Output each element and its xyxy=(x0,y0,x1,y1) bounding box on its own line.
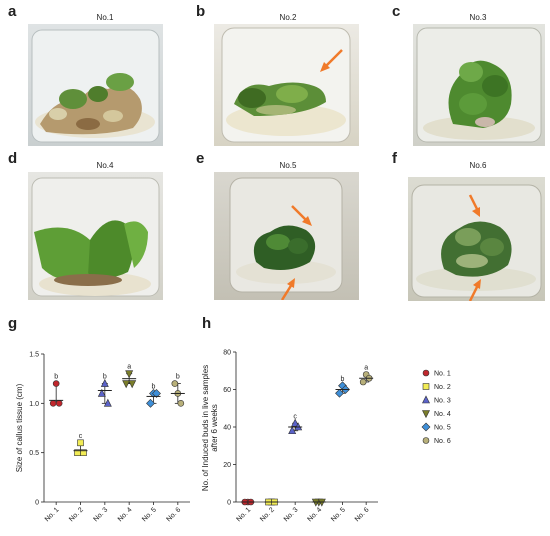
chart-g-ytick-label: 1.0 xyxy=(29,401,39,408)
photo-callus-no5 xyxy=(214,172,359,300)
chart-h-xtick-label: No. 6 xyxy=(354,506,371,523)
chart-g-significance-label: b xyxy=(176,374,180,381)
chart-g-data-point xyxy=(49,400,57,407)
chart-h-xtick-label: No. 2 xyxy=(259,506,276,523)
chart-h-ytick-label: 80 xyxy=(223,350,231,357)
chart-g-data-point xyxy=(171,380,179,387)
photo-callus-no4 xyxy=(28,172,163,300)
chart-h-ytick-label: 20 xyxy=(223,462,231,469)
legend-marker xyxy=(422,383,430,390)
chart-h-data-point xyxy=(335,388,344,398)
chart-g-data-point xyxy=(152,389,161,398)
photo-title-c: No.3 xyxy=(469,13,487,22)
legend-marker xyxy=(421,422,431,432)
legend-label: No. 3 xyxy=(434,398,451,405)
chart-g-data-point xyxy=(125,370,134,379)
chart-g-significance-label: b xyxy=(152,383,156,390)
chart-h-xtick-label: No. 3 xyxy=(283,506,300,523)
chart-h-significance-label: a xyxy=(364,365,368,372)
legend: No. 1 No. 2 No. 3 No. 4 No. 5 No. 6 xyxy=(421,369,451,445)
chart-g-significance-label: b xyxy=(103,374,107,381)
legend-marker xyxy=(422,395,430,404)
chart-g-xtick-label: No. 4 xyxy=(117,506,134,523)
panel-letter-f: f xyxy=(392,150,397,167)
chart-h-ytick-label: 40 xyxy=(223,425,231,432)
chart-g-significance-label: c xyxy=(79,433,83,440)
chart-g-data-point xyxy=(80,449,87,456)
photo-callus-no3 xyxy=(413,24,545,146)
photo-title-d: No.4 xyxy=(96,161,114,170)
chart-h-data-point xyxy=(288,426,297,435)
chart-callus-size: Size of callus tissue (cm) 0 0.5 1.0 1.5 No.… xyxy=(15,352,190,523)
chart-g-xtick-label: No. 3 xyxy=(92,506,109,523)
panel-letter-c: c xyxy=(392,3,401,20)
chart-h-xtick-label: No. 5 xyxy=(330,506,347,523)
chart-g-data-point xyxy=(146,398,155,408)
orange-arrow-icon xyxy=(320,49,343,72)
chart-g-data-point xyxy=(128,380,137,389)
chart-h-ytick-label: 60 xyxy=(223,387,231,394)
panel-letter-b: b xyxy=(196,3,206,20)
chart-g-data-point xyxy=(177,400,185,407)
panel-letter-h: h xyxy=(202,315,212,332)
chart-h-ytick-label: 0 xyxy=(227,500,231,507)
chart-h-xtick-label: No. 1 xyxy=(235,506,252,523)
photo-title-f: No.6 xyxy=(469,161,487,170)
chart-g-data-point xyxy=(122,380,131,389)
panel-letter-e: e xyxy=(196,150,205,167)
chart-g-data-point xyxy=(77,439,84,447)
photo-callus-no6 xyxy=(408,177,545,301)
legend-label: No. 6 xyxy=(434,438,451,445)
legend-marker xyxy=(422,437,430,444)
chart-g-data-point xyxy=(100,378,109,387)
photo-title-b: No.2 xyxy=(279,13,297,22)
legend-marker xyxy=(422,369,430,377)
chart-g-significance-label: a xyxy=(127,364,131,371)
chart-g-data-point xyxy=(55,400,63,407)
chart-h-ylabel-line1: No. of Induced buds in live samples xyxy=(201,365,210,491)
legend-label: No. 5 xyxy=(434,425,451,432)
chart-g-data-point xyxy=(97,388,106,397)
chart-g-ytick-label: 0 xyxy=(35,500,39,507)
photo-callus-no1 xyxy=(28,24,163,146)
chart-h-data-point xyxy=(291,418,300,427)
chart-h-significance-label: c xyxy=(293,413,297,420)
panel-letter-d: d xyxy=(8,150,18,167)
chart-g-ylabel: Size of callus tissue (cm) xyxy=(15,383,24,472)
legend-label: No. 2 xyxy=(434,384,451,391)
orange-arrow-icon xyxy=(280,278,295,300)
chart-g-xtick-label: No. 1 xyxy=(44,506,61,523)
chart-g-ytick-label: 1.5 xyxy=(29,352,39,359)
chart-g-data-point xyxy=(52,380,60,387)
legend-label: No. 4 xyxy=(434,411,451,418)
chart-h-data-point xyxy=(359,378,367,386)
chart-h-xtick-label: No. 4 xyxy=(306,506,323,523)
photo-title-a: No.1 xyxy=(96,13,114,22)
chart-h-significance-label: b xyxy=(341,376,345,383)
chart-g-data-point xyxy=(103,398,112,407)
chart-g-xtick-label: No. 5 xyxy=(141,506,158,523)
legend-label: No. 1 xyxy=(434,371,451,378)
chart-induced-buds: No. of Induced buds in live samples afte… xyxy=(201,350,378,523)
chart-h-ylabel-line2: after 6 weeks xyxy=(210,404,219,452)
orange-arrow-icon xyxy=(468,279,481,301)
photo-title-e: No.5 xyxy=(279,161,297,170)
photo-callus-no2 xyxy=(214,24,359,146)
orange-arrow-icon xyxy=(468,194,480,217)
panel-letter-a: a xyxy=(8,3,17,20)
chart-g-xtick-label: No. 2 xyxy=(68,506,85,523)
orange-arrow-icon xyxy=(291,205,312,226)
panel-letter-g: g xyxy=(8,315,18,332)
chart-g-significance-label: b xyxy=(54,374,58,381)
legend-marker xyxy=(422,410,430,419)
chart-g-ytick-label: 0.5 xyxy=(29,450,39,457)
chart-g-xtick-label: No. 6 xyxy=(165,506,182,523)
